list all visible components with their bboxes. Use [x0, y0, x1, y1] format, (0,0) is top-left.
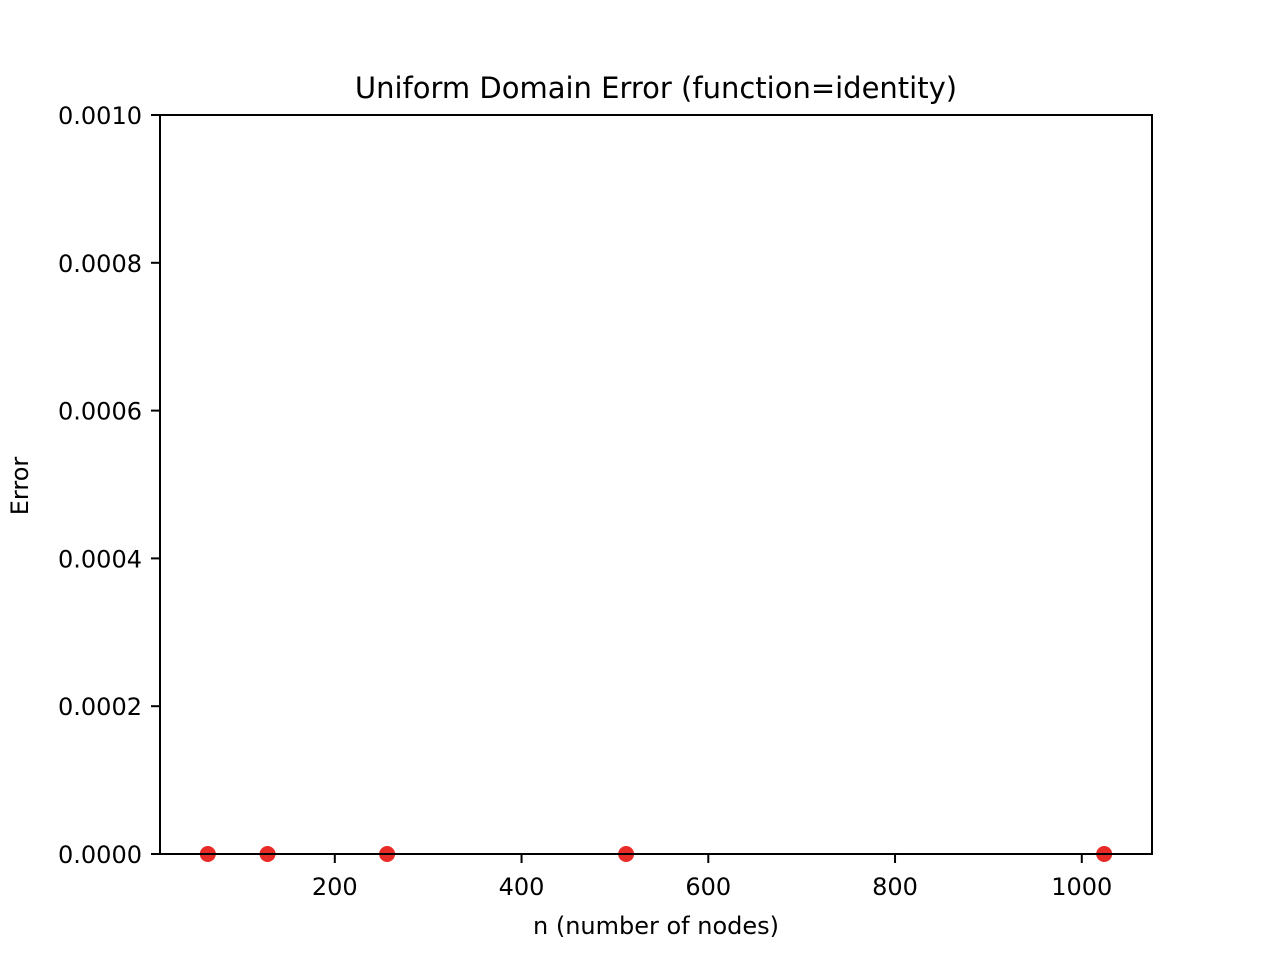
y-axis-label: Error: [6, 457, 34, 516]
y-tick-label: 0.0002: [58, 693, 142, 721]
x-axis-label: n (number of nodes): [533, 912, 779, 940]
chart-title: Uniform Domain Error (function=identity): [355, 71, 957, 105]
x-tick-label: 1000: [1051, 873, 1112, 901]
x-tick-label: 200: [312, 873, 358, 901]
y-tick-label: 0.0000: [58, 841, 142, 869]
y-tick-label: 0.0010: [58, 102, 142, 130]
y-tick-label: 0.0004: [58, 545, 142, 573]
x-tick-label: 400: [499, 873, 545, 901]
y-axis: 0.0000 0.0002 0.0004 0.0006 0.0008 0.0010: [58, 102, 160, 869]
y-tick-label: 0.0006: [58, 398, 142, 426]
y-tick-label: 0.0008: [58, 250, 142, 278]
x-axis: 200 400 600 800 1000: [312, 854, 1112, 901]
plot-frame: [159, 114, 1153, 855]
x-tick-label: 800: [872, 873, 918, 901]
x-tick-label: 600: [685, 873, 731, 901]
